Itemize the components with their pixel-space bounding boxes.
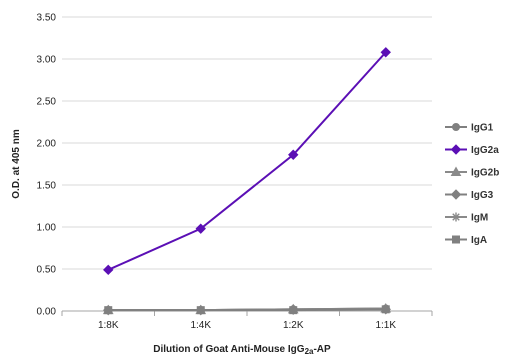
series-line-igg2a xyxy=(107,51,387,271)
data-point-iga xyxy=(289,306,298,315)
series-lines xyxy=(102,47,392,316)
legend-marker-igg2b xyxy=(450,166,462,176)
y-tick-label: 3.00 xyxy=(37,55,57,66)
y-tick-label: 2.00 xyxy=(37,139,57,150)
legend-marker-iga xyxy=(452,235,460,244)
data-point-igg2a xyxy=(288,149,299,160)
axes: O.D. at 405 nm Dilution of Goat Anti-Mou… xyxy=(11,13,433,356)
data-point-igg2a xyxy=(103,264,114,276)
y-tick-label: 0.00 xyxy=(37,307,57,318)
data-point-iga xyxy=(104,306,113,315)
data-point-iga xyxy=(381,305,390,314)
legend-marker-igg3 xyxy=(450,189,462,200)
x-axis-title-subscript: 2a xyxy=(305,347,314,356)
data-point-igg2a xyxy=(380,47,391,58)
data-point-iga xyxy=(196,306,205,315)
y-tick-label: 0.50 xyxy=(37,265,57,276)
y-tick-label: 2.50 xyxy=(37,97,57,108)
legend-label-igg3: IgG3 xyxy=(471,190,494,201)
legend-label-igm: IgM xyxy=(471,213,488,224)
legend-label-igg2b: IgG2b xyxy=(471,168,499,179)
x-axis-title: Dilution of Goat Anti-Mouse IgG2a-AP xyxy=(153,344,331,356)
gridlines xyxy=(62,16,432,270)
legend-marker-igm xyxy=(451,212,461,222)
data-point-igg2a xyxy=(195,223,206,234)
x-tick-label: 1:4K xyxy=(190,320,211,331)
y-tick-label: 1.00 xyxy=(37,223,57,234)
legend-label-igg2a: IgG2a xyxy=(471,145,499,156)
x-tick-label: 1:8K xyxy=(98,320,119,331)
legend-label-igg1: IgG1 xyxy=(471,123,494,134)
legend-label-iga: IgA xyxy=(471,235,487,246)
y-axis-title: O.D. at 405 nm xyxy=(11,129,22,199)
x-axis-title-main: Dilution of Goat Anti-Mouse IgG xyxy=(153,344,304,355)
y-tick-label: 3.50 xyxy=(37,13,57,24)
x-tick-label: 1:2K xyxy=(283,320,304,331)
series-line-iga xyxy=(108,308,386,312)
legend-marker-igg1 xyxy=(452,123,460,131)
legend: IgG1 IgG2a IgG2b IgG3 IgM IgA xyxy=(445,123,499,246)
x-axis-title-suffix: -AP xyxy=(313,344,331,355)
x-tick-label: 1:1K xyxy=(375,320,396,331)
legend-marker-igg2a xyxy=(450,144,462,155)
y-tick-label: 1.50 xyxy=(37,181,57,192)
